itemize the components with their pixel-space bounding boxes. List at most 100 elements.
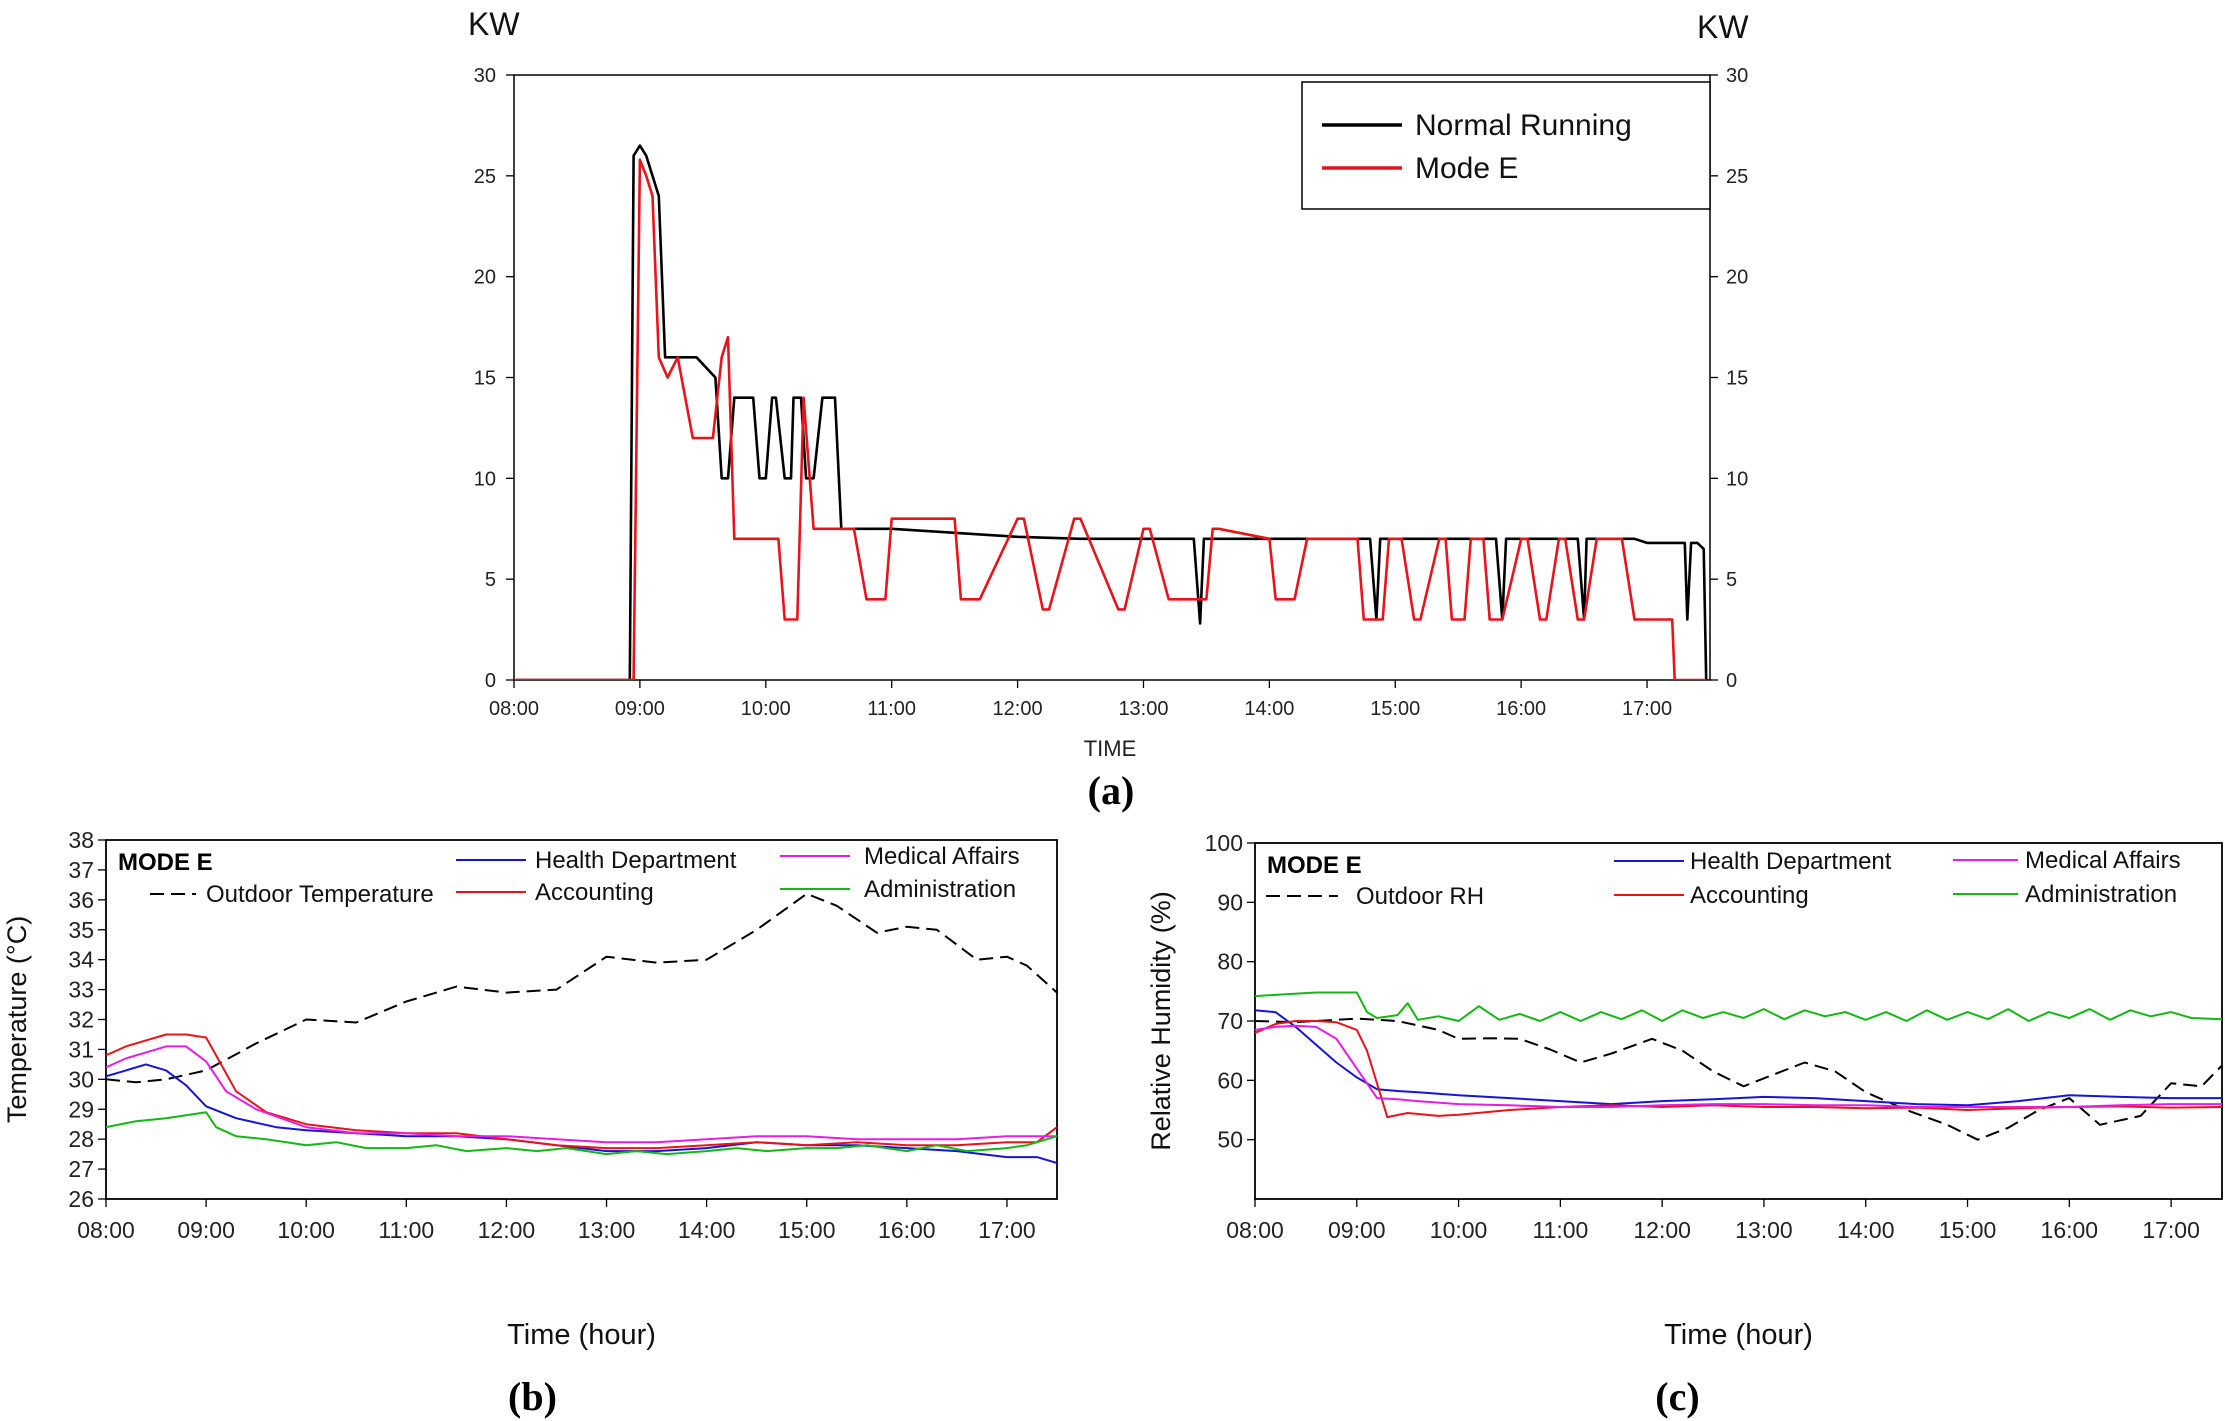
chart-b: 26 27 28 29 30 31 32 33 34 35 36 37 38 08:00 09:00 10:0… (2, 827, 1058, 1419)
y-tick-label: 38 (68, 827, 94, 853)
x-tick-label: 15:00 (1939, 1217, 1997, 1243)
x-tick-label: 13:00 (1735, 1217, 1793, 1243)
legend-label: Medical Affairs (864, 843, 1020, 870)
x-tick-label: 08:00 (77, 1217, 135, 1243)
y-tick-label: 80 (1217, 949, 1243, 975)
series-line-mode-e (514, 158, 1707, 680)
y-tick-label: 32 (68, 1007, 94, 1033)
x-tick-label: 08:00 (1226, 1217, 1284, 1243)
legend-label: Accounting (1690, 882, 1809, 909)
series-line-normal-running (514, 144, 1708, 680)
legend-label: Accounting (535, 879, 654, 906)
y-tick-label: 37 (68, 857, 94, 883)
y-tick-label: 26 (68, 1186, 94, 1212)
y-tick-label: 30 (474, 65, 496, 87)
x-tick-label: 09:00 (615, 698, 665, 720)
x-tick-label: 08:00 (489, 698, 539, 720)
y-tick-label: 33 (68, 977, 94, 1003)
legend-label: Administration (2025, 881, 2177, 908)
legend-label: Outdoor Temperature (206, 881, 434, 908)
y-tick-label: 10 (474, 468, 496, 490)
y-tick-label: 90 (1217, 889, 1243, 915)
x-axis-label: Time (hour) (1664, 1319, 1813, 1351)
x-tick-label: 14:00 (1837, 1217, 1895, 1243)
series-line-administration (106, 1111, 1057, 1156)
series-line-administration (1255, 991, 2222, 1022)
series-line-health-department (106, 1063, 1057, 1165)
series-line-health-department (1255, 1009, 2222, 1107)
y-tick-label: 36 (68, 887, 94, 913)
legend-label: Health Department (1690, 848, 1892, 875)
y-tick-label: 50 (1217, 1127, 1243, 1153)
y-tick-label-right: 15 (1726, 368, 1748, 390)
legend-box (1301, 81, 1711, 210)
y-tick-label: 0 (485, 670, 496, 692)
y-tick-label: 15 (474, 368, 496, 390)
x-tick-label: 10:00 (1430, 1217, 1488, 1243)
legend-label: Health Department (535, 847, 737, 874)
x-tick-label: 11:00 (867, 698, 916, 720)
x-tick-label: 16:00 (1496, 698, 1546, 720)
y-tick-label: 35 (68, 917, 94, 943)
x-tick-label: 10:00 (277, 1217, 335, 1243)
mode-annotation: MODE E (118, 849, 213, 876)
x-tick-label: 11:00 (1532, 1217, 1588, 1243)
y-tick-label: 60 (1217, 1067, 1243, 1093)
y-axis-label: Temperature (°C) (2, 916, 32, 1123)
series-line-outdoor-rh (1255, 1017, 2222, 1141)
y-axis-label: Relative Humidity (%) (1146, 891, 1176, 1151)
x-tick-label: 13:00 (578, 1217, 636, 1243)
x-tick-label: 14:00 (678, 1217, 736, 1243)
y-tick-label-right: 20 (1726, 267, 1748, 289)
y-tick-label: 20 (474, 267, 496, 289)
panel-label: (c) (1655, 1374, 1699, 1419)
y-axis-label-left: KW (468, 6, 520, 42)
y-tick-label-right: 0 (1726, 670, 1737, 692)
x-tick-label: 15:00 (1370, 698, 1420, 720)
legend-label: Outdoor RH (1356, 883, 1484, 910)
y-tick-label: 27 (68, 1156, 94, 1182)
y-tick-label-right: 5 (1726, 569, 1737, 591)
y-tick-label-right: 30 (1726, 65, 1748, 87)
series-line-medical-affairs (1255, 1024, 2222, 1108)
y-tick-label: 25 (474, 166, 496, 188)
legend-label: Medical Affairs (2025, 847, 2181, 874)
legend-label: Normal Running (1415, 109, 1632, 142)
x-tick-label: 16:00 (2041, 1217, 2099, 1243)
y-axis-label-right: KW (1697, 9, 1749, 45)
y-tick-label: 34 (68, 947, 94, 973)
x-tick-label: 13:00 (1118, 698, 1168, 720)
legend-label: Mode E (1415, 152, 1518, 185)
mode-annotation: MODE E (1267, 852, 1362, 879)
x-tick-label: 14:00 (1244, 698, 1294, 720)
x-tick-label: 10:00 (741, 698, 791, 720)
y-tick-label: 100 (1205, 830, 1243, 856)
y-tick-label: 70 (1217, 1008, 1243, 1034)
x-tick-label: 09:00 (177, 1217, 235, 1243)
y-tick-label-right: 10 (1726, 468, 1748, 490)
panel-label: (b) (508, 1374, 557, 1419)
series-line-accounting (106, 1033, 1057, 1150)
x-tick-label: 17:00 (978, 1217, 1036, 1243)
series-line-accounting (1255, 1020, 2222, 1119)
x-axis-label: Time (hour) (507, 1319, 656, 1351)
y-tick-label: 29 (68, 1096, 94, 1122)
x-tick-label: 12:00 (478, 1217, 536, 1243)
y-tick-label: 30 (68, 1066, 94, 1092)
x-tick-label: 11:00 (378, 1217, 434, 1243)
x-tick-label: 17:00 (2142, 1217, 2200, 1243)
chart-a: 0 0 5 5 10 10 15 15 20 20 25 25 30 30 08:00 09:00 10:00 1… (468, 6, 1749, 813)
y-tick-label: 28 (68, 1126, 94, 1152)
x-tick-label: 17:00 (1622, 698, 1672, 720)
chart-c: 50 60 70 80 90 100 08:00 09:00 10:00 11:00 12:00 13… (1146, 830, 2223, 1419)
legend-label: Administration (864, 876, 1016, 903)
x-tick-label: 09:00 (1328, 1217, 1386, 1243)
panel-label: (a) (1088, 768, 1135, 813)
series-line-medical-affairs (106, 1045, 1057, 1144)
y-tick-label: 5 (485, 569, 496, 591)
x-tick-label: 12:00 (1633, 1217, 1691, 1243)
y-tick-label: 31 (68, 1036, 94, 1062)
x-axis-label: TIME (1084, 736, 1137, 761)
x-tick-label: 15:00 (778, 1217, 836, 1243)
